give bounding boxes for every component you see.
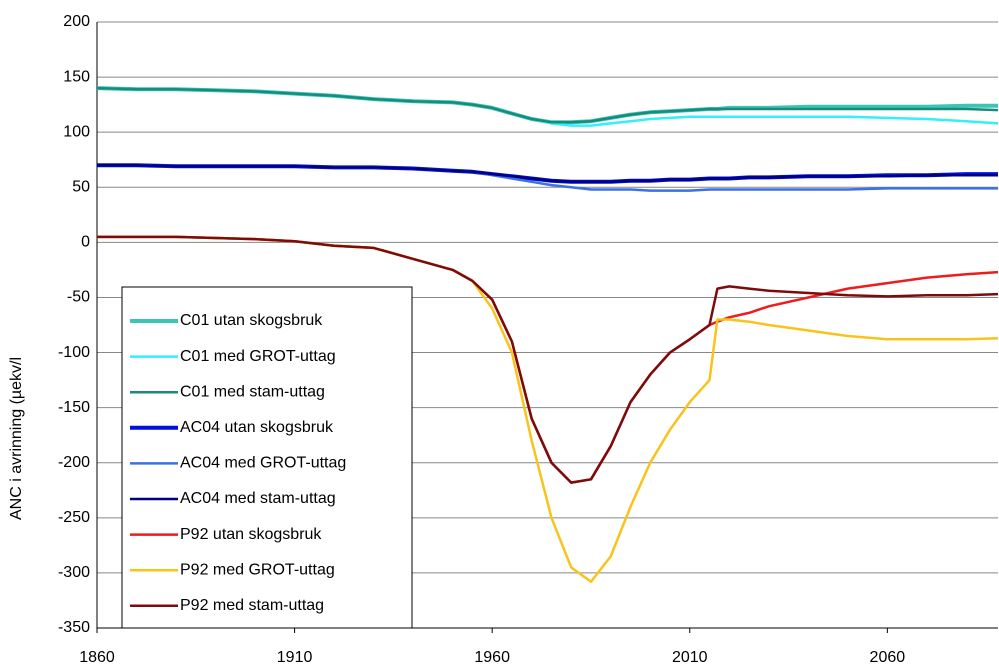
y-tick-label: 200 xyxy=(63,13,90,30)
y-tick-label: -100 xyxy=(58,344,90,361)
legend-label: C01 utan skogsbruk xyxy=(180,312,323,329)
x-tick-label: 1960 xyxy=(474,649,510,666)
y-tick-label: -300 xyxy=(58,564,90,581)
y-tick-label: -350 xyxy=(58,619,90,636)
y-tick-label: 150 xyxy=(63,68,90,85)
series-line xyxy=(96,86,999,124)
legend-label: P92 utan skogsbruk xyxy=(180,526,322,543)
x-tick-label: 1860 xyxy=(79,649,115,666)
y-tick-label: 0 xyxy=(81,234,90,251)
y-tick-label: 100 xyxy=(63,123,90,140)
legend-label: AC04 utan skogsbruk xyxy=(180,419,334,436)
legend-label: AC04 med stam-uttag xyxy=(180,490,336,507)
legend-label: AC04 med GROT-uttag xyxy=(180,455,346,472)
legend-label: C01 med stam-uttag xyxy=(180,383,325,400)
series-line xyxy=(97,163,998,184)
y-tick-label: -150 xyxy=(58,399,90,416)
x-tick-label: 2060 xyxy=(870,649,906,666)
y-axis-label: ANC i avrinning (µekv/l xyxy=(8,357,25,520)
series-line xyxy=(97,235,999,484)
legend-label: P92 med stam-uttag xyxy=(180,597,324,614)
legend-label: C01 med GROT-uttag xyxy=(180,348,336,365)
x-tick-label: 1910 xyxy=(277,649,313,666)
y-tick-label: -50 xyxy=(67,289,90,306)
y-tick-label: -200 xyxy=(58,454,90,471)
y-tick-label: -250 xyxy=(58,509,90,526)
y-tick-label: 50 xyxy=(72,178,90,195)
x-tick-label: 2010 xyxy=(672,649,708,666)
legend-label: P92 med GROT-uttag xyxy=(180,561,335,578)
